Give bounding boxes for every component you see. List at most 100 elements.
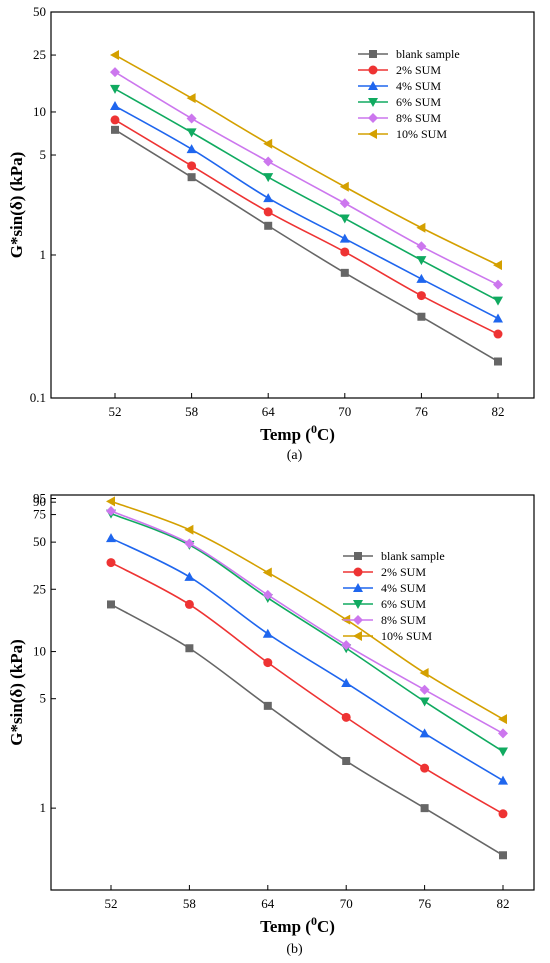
series-line (114, 71, 499, 286)
data-point (493, 296, 503, 306)
series-4-sum (110, 101, 503, 323)
series-line (110, 512, 504, 753)
data-point (493, 260, 502, 271)
chart-panel-a: 0.1 1 5 10 25 50 52 58 64 70 76 82 blank sample 2% SU… (7, 4, 535, 463)
data-point (184, 571, 195, 581)
data-point (340, 268, 349, 277)
series-line (114, 88, 499, 302)
data-point (186, 113, 197, 124)
legend-marker (368, 81, 378, 90)
legend-marker (368, 129, 377, 139)
series-line (114, 129, 499, 363)
data-point (498, 714, 507, 725)
data-point (184, 599, 194, 609)
data-point (186, 144, 197, 154)
data-point (420, 763, 430, 773)
x-tick-label: 70 (340, 896, 353, 911)
data-point (184, 524, 194, 535)
x-axis-title: Temp (0C) (260, 914, 335, 936)
legend-label: 8% SUM (396, 111, 441, 125)
data-point (493, 313, 503, 323)
legend-marker (353, 583, 363, 592)
x-axis-title: Temp (0C) (260, 422, 335, 444)
legend: blank sample 2% SUM 4% SUM 6% SUM 8% SUM 10% … (358, 47, 460, 141)
data-point (106, 506, 116, 517)
legend-label: 10% SUM (396, 127, 447, 141)
plot-frame (50, 11, 535, 399)
x-tick-label: 76 (418, 896, 432, 911)
data-point (498, 775, 508, 785)
y-tick-label: 25 (33, 47, 46, 62)
legend: blank sample 2% SUM 4% SUM 6% SUM 8% SUM 10% … (343, 549, 445, 643)
data-point (110, 67, 120, 78)
data-point (262, 567, 272, 578)
data-point (110, 115, 120, 125)
data-point (340, 247, 350, 257)
y-tick-label: 75 (33, 507, 46, 522)
data-point (106, 558, 116, 568)
data-point (263, 207, 273, 217)
legend-marker (369, 50, 377, 58)
data-point (339, 198, 350, 209)
data-point (420, 804, 429, 813)
series-8-sum (106, 506, 508, 739)
series-blank-sample (111, 125, 502, 366)
data-point (417, 312, 426, 321)
legend-label: 2% SUM (381, 565, 426, 579)
y-tick-label: 25 (33, 581, 46, 596)
data-point (264, 221, 273, 230)
data-point (341, 677, 352, 687)
data-point (419, 697, 430, 707)
y-tick-label: 5 (40, 691, 47, 706)
data-point (341, 712, 351, 722)
legend-marker (353, 567, 363, 577)
x-tick-label: 64 (261, 896, 275, 911)
series-2-sum (106, 558, 508, 819)
data-point (111, 125, 119, 134)
legend-marker (353, 615, 363, 625)
legend-label: 4% SUM (396, 79, 441, 93)
data-point (106, 533, 116, 543)
data-point (262, 589, 273, 600)
data-point (263, 173, 274, 183)
series-2-sum (110, 115, 503, 339)
y-tick-label: 50 (33, 534, 46, 549)
data-point (416, 291, 426, 301)
legend-label: 6% SUM (381, 597, 426, 611)
y-axis-title: G*sin(δ) (kPa) (7, 152, 26, 259)
data-point (416, 256, 427, 266)
legend-marker (368, 98, 378, 107)
data-point (263, 138, 273, 149)
legend-label: 2% SUM (396, 63, 441, 77)
data-point (263, 701, 272, 710)
data-point (494, 357, 502, 366)
plot-frame (50, 494, 535, 891)
legend-marker (353, 631, 362, 641)
y-axis-title: G*sin(δ) (kPa) (7, 639, 26, 746)
y-tick-label: 0.1 (30, 390, 46, 405)
data-point (263, 193, 274, 203)
data-point (419, 728, 430, 738)
data-point (493, 329, 503, 339)
y-tick-label: 90 (33, 494, 46, 509)
data-point (499, 851, 507, 860)
data-point (339, 214, 350, 224)
data-point (341, 640, 352, 651)
data-point (263, 658, 273, 668)
y-tick-label: 50 (33, 4, 46, 19)
y-tick-label: 1 (40, 800, 47, 815)
data-point (185, 644, 194, 653)
data-point (498, 747, 508, 757)
legend-label: blank sample (396, 47, 460, 61)
x-tick-label: 58 (183, 896, 196, 911)
panel-label: (b) (286, 942, 303, 957)
y-tick-label: 5 (40, 147, 47, 162)
x-tick-label: 82 (497, 896, 510, 911)
y-tick-label: 1 (40, 247, 47, 262)
data-point (110, 50, 119, 61)
series-8-sum (110, 67, 503, 290)
legend-marker (368, 113, 378, 123)
data-point (419, 684, 430, 695)
